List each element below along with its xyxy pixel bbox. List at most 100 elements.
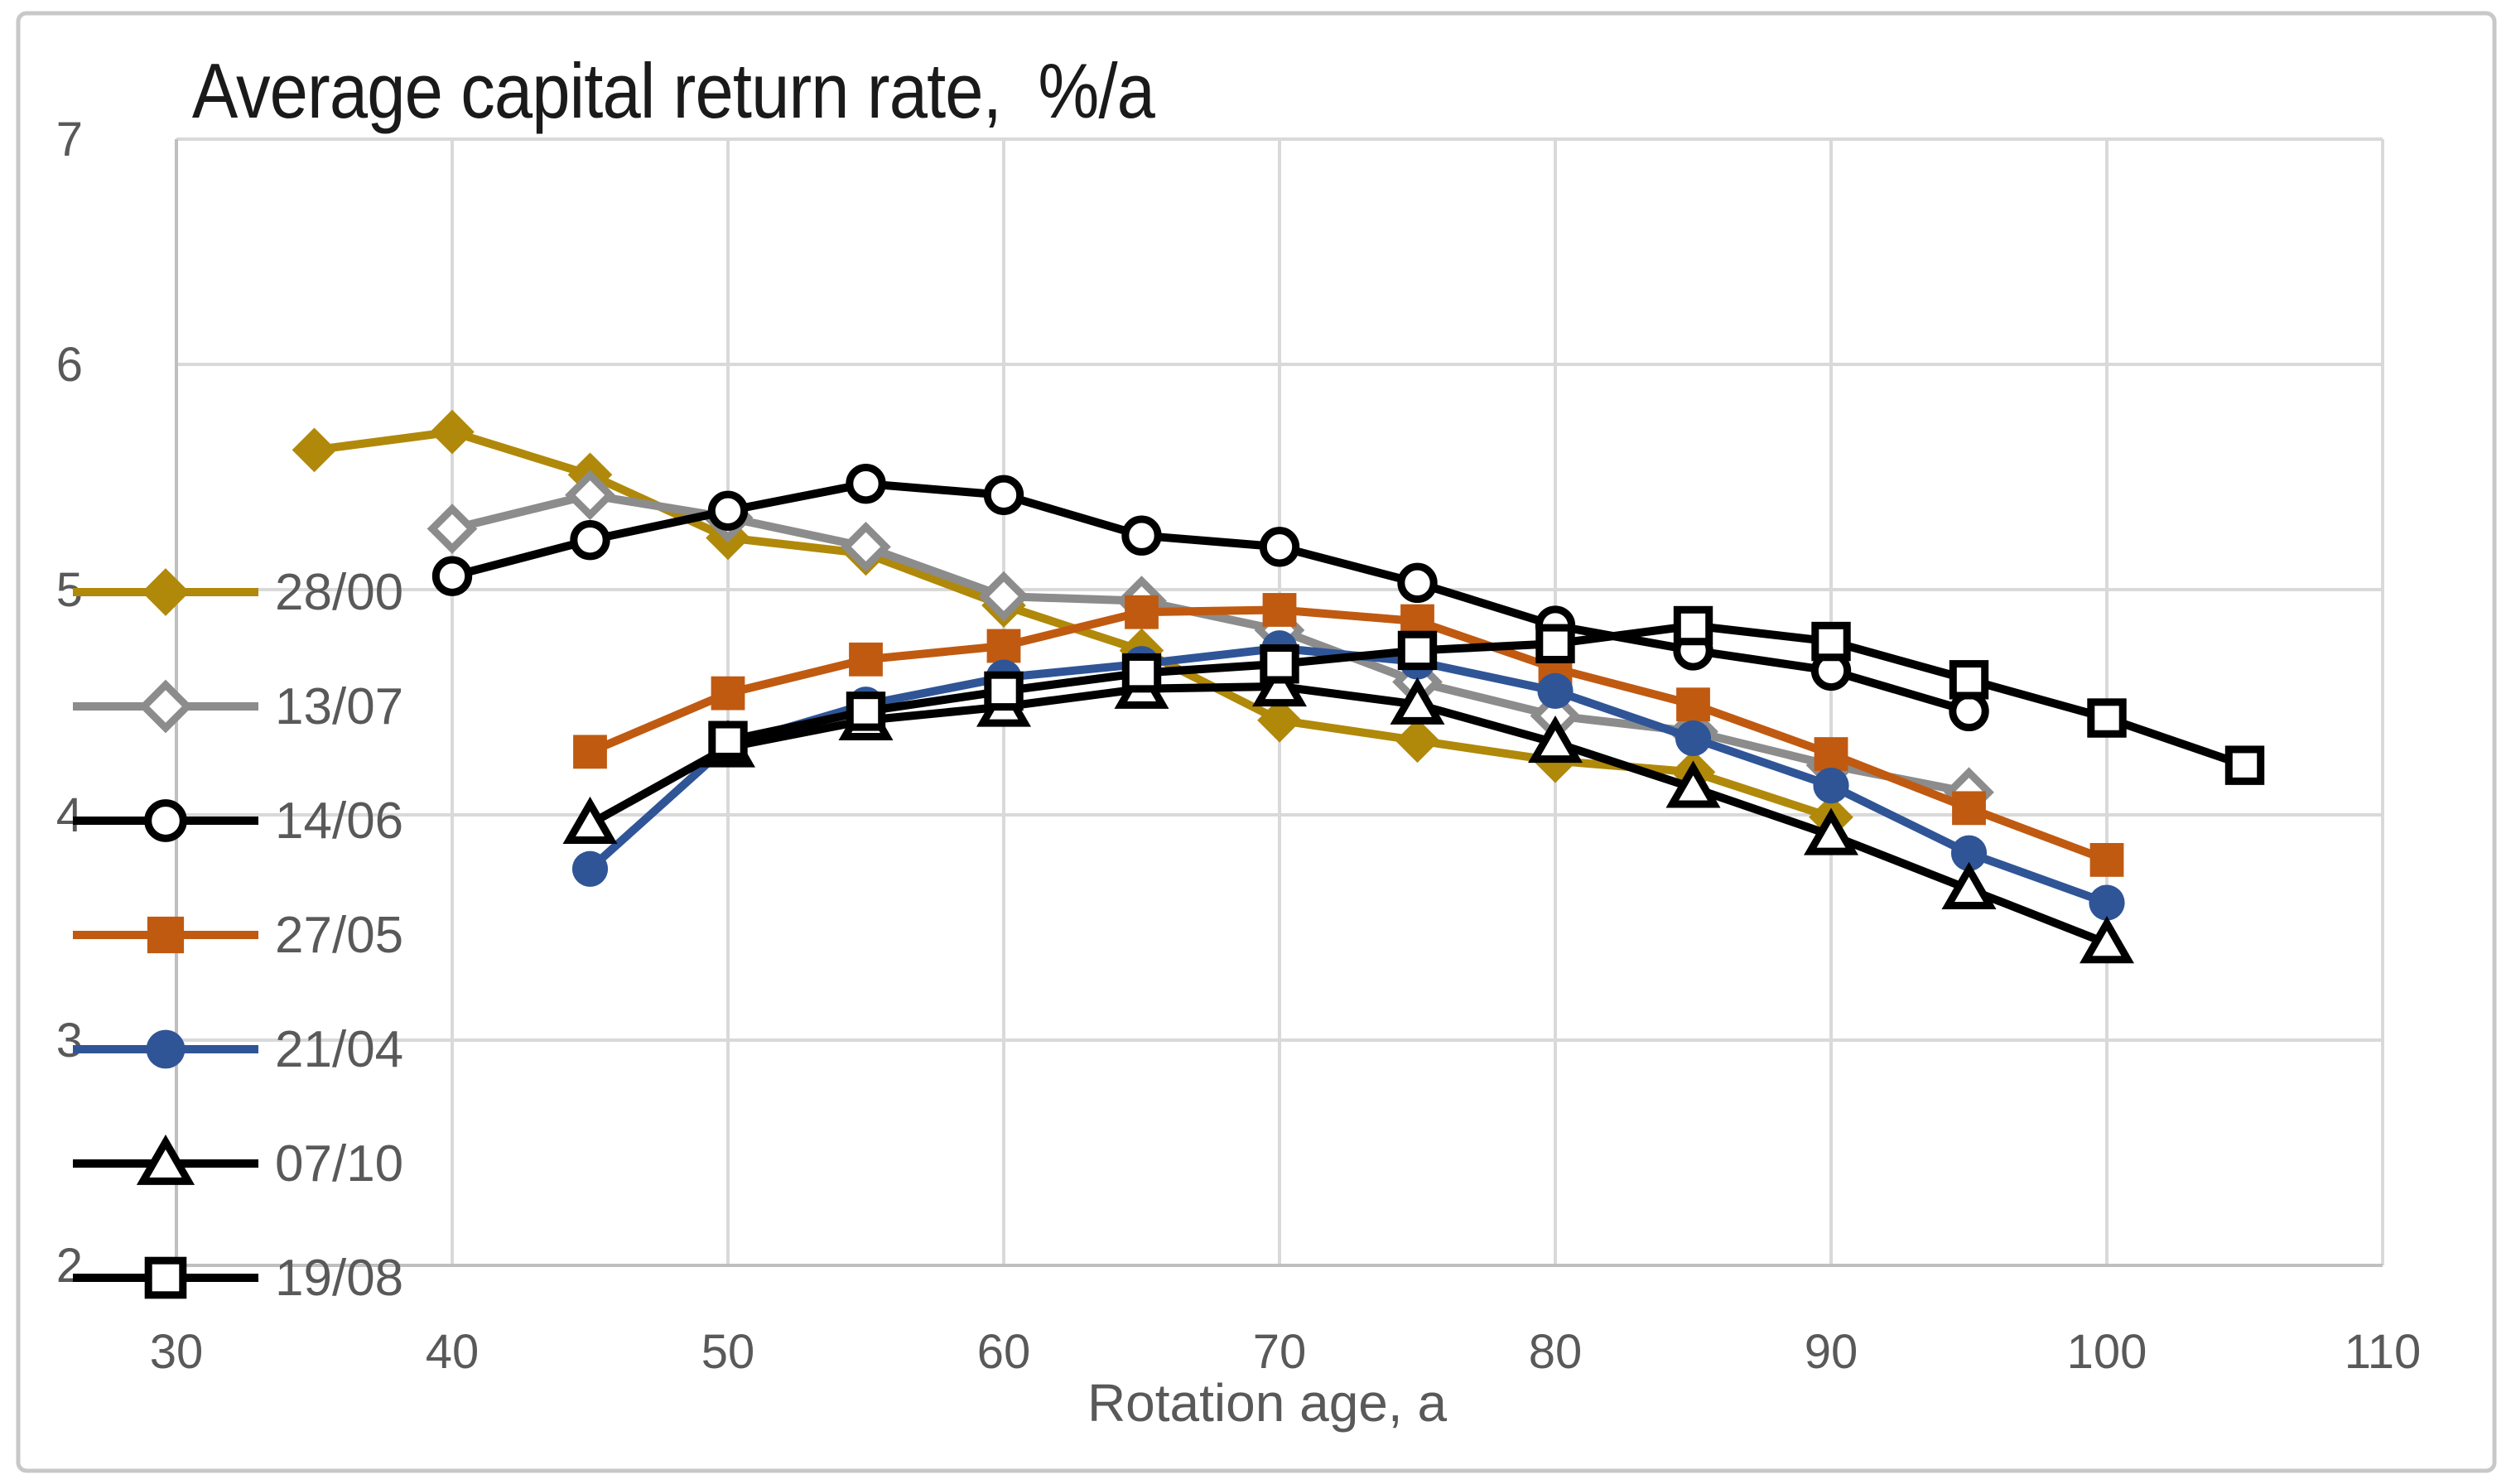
- marker-square-filled: [2089, 843, 2124, 877]
- legend-label: 27/05: [275, 907, 403, 964]
- series-27-05: [573, 593, 2124, 877]
- marker-circle-open: [570, 519, 610, 561]
- marker-square-open: [708, 720, 748, 760]
- marker-circle-filled: [2089, 884, 2125, 921]
- gridlines: [175, 137, 2384, 1267]
- legend-label: 28/00: [275, 564, 403, 621]
- marker-circle-open: [144, 799, 187, 842]
- y-tick-label: 4: [56, 788, 83, 842]
- legend: 28/00 13/07 14/06 27/05 21/04 07/10 19/08: [73, 564, 403, 1307]
- legend-item-27-05: 27/05: [73, 907, 403, 964]
- marker-circle-filled: [146, 1029, 186, 1069]
- marker-square-filled: [1952, 791, 1986, 826]
- legend-label: 07/10: [275, 1135, 403, 1192]
- marker-square-open: [1121, 653, 1162, 693]
- legend-label: 14/06: [275, 793, 403, 850]
- legend-item-28-00: 28/00: [73, 564, 403, 621]
- marker-square-open: [1260, 644, 1299, 684]
- x-tick-label: 110: [2345, 1325, 2421, 1379]
- marker-triangle-open: [562, 796, 618, 845]
- marker-diamond-filled: [1257, 697, 1302, 743]
- y-tick-label: 3: [56, 1014, 83, 1067]
- x-tick-label: 60: [977, 1325, 1031, 1379]
- x-axis-tick-labels: 30 40 50 60 70 80 90 100 110: [150, 1325, 2421, 1379]
- marker-circle-open: [1397, 562, 1438, 604]
- marker-triangle-open: [1665, 760, 1721, 808]
- marker-triangle-open: [1941, 861, 1997, 909]
- marker-square-filled: [1676, 687, 1710, 722]
- marker-square-filled: [1814, 737, 1848, 771]
- legend-label: 21/04: [275, 1021, 403, 1078]
- marker-square-open: [2087, 698, 2127, 738]
- marker-circle-filled: [1537, 672, 1574, 710]
- chart-title: Average capital return rate, %/a: [192, 47, 1156, 134]
- y-tick-label: 2: [56, 1239, 83, 1293]
- y-tick-label: 6: [56, 338, 83, 392]
- x-tick-label: 30: [150, 1325, 204, 1379]
- marker-square-filled: [711, 676, 745, 711]
- x-axis-title: Rotation age, a: [1087, 1373, 1448, 1433]
- marker-circle-open: [1949, 691, 1989, 732]
- marker-square-open: [1811, 621, 1851, 662]
- marker-circle-open: [1121, 515, 1162, 556]
- marker-square-filled: [849, 642, 883, 677]
- chart-frame-border: [16, 11, 2497, 1473]
- marker-diamond-filled: [292, 427, 337, 473]
- marker-diamond-open: [138, 679, 193, 734]
- series-28-00: [292, 409, 1853, 840]
- x-tick-label: 70: [1253, 1325, 1307, 1379]
- marker-triangle-open: [136, 1134, 195, 1185]
- marker-circle-filled: [571, 850, 609, 887]
- marker-square-filled: [573, 735, 607, 769]
- marker-circle-open: [1259, 527, 1300, 567]
- marker-square-open: [1673, 605, 1713, 646]
- x-tick-label: 40: [426, 1325, 480, 1379]
- marker-square-open: [144, 1256, 187, 1299]
- marker-circle-open: [983, 475, 1024, 515]
- marker-square-open: [846, 691, 886, 731]
- marker-circle-open: [846, 463, 886, 504]
- marker-circle-open: [431, 556, 473, 596]
- marker-circle-filled: [1813, 768, 1849, 804]
- marker-square-filled: [1125, 595, 1159, 629]
- legend-item-14-06: 14/06: [73, 793, 403, 850]
- legend-label: 19/08: [275, 1250, 403, 1307]
- legend-label: 13/07: [275, 678, 403, 735]
- marker-diamond-open: [427, 504, 478, 554]
- marker-square-open: [984, 671, 1024, 711]
- series-19-08: [708, 605, 2265, 785]
- x-tick-label: 90: [1805, 1325, 1858, 1379]
- legend-item-21-04: 21/04: [73, 1021, 403, 1078]
- legend-item-13-07: 13/07: [73, 678, 403, 735]
- marker-circle-filled: [1950, 835, 1988, 871]
- marker-circle-open: [707, 490, 749, 531]
- marker-diamond-filled: [142, 568, 190, 616]
- marker-circle-filled: [1675, 720, 1712, 757]
- legend-item-07-10: 07/10: [73, 1134, 403, 1192]
- series-line-19-08: [724, 621, 2249, 770]
- x-tick-label: 80: [1529, 1325, 1583, 1379]
- marker-triangle-open: [1528, 715, 1583, 764]
- marker-triangle-open: [1252, 658, 1307, 707]
- series-line-27-05: [586, 605, 2111, 865]
- series-line-07-10: [586, 682, 2111, 948]
- data-series: [292, 409, 2265, 964]
- marker-square-open: [1397, 630, 1438, 671]
- marker-square-open: [1535, 624, 1575, 663]
- marker-square-filled: [1262, 593, 1297, 627]
- marker-square-filled: [147, 916, 185, 954]
- y-tick-label: 7: [56, 113, 83, 166]
- marker-diamond-filled: [430, 409, 475, 455]
- marker-square-filled: [986, 629, 1021, 663]
- marker-diamond-filled: [1395, 718, 1440, 764]
- x-tick-label: 50: [701, 1325, 755, 1379]
- marker-triangle-open: [1390, 677, 1445, 725]
- marker-diamond-open: [841, 521, 891, 572]
- marker-triangle-open: [2080, 916, 2134, 964]
- x-tick-label: 100: [2067, 1325, 2147, 1379]
- marker-square-open: [2224, 745, 2265, 785]
- series-line-14-06: [448, 479, 1974, 716]
